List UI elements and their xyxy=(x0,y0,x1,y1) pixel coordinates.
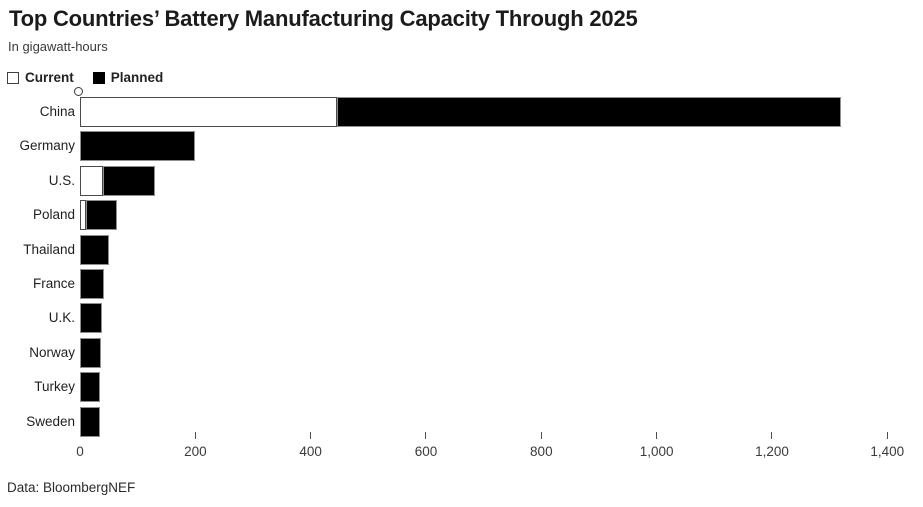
bar-planned-sweden[interactable] xyxy=(80,406,100,437)
category-label-uk: U.K. xyxy=(48,310,75,326)
legend-label-planned: Planned xyxy=(110,70,164,85)
category-label-thailand: Thailand xyxy=(23,241,75,257)
bar-planned-us[interactable] xyxy=(103,165,155,196)
bar-current-china[interactable] xyxy=(80,97,337,127)
legend-label-current: Current xyxy=(25,70,74,85)
current-swatch-icon xyxy=(7,71,19,84)
x-tick-mark-800 xyxy=(540,432,542,439)
source-note: Data: BloombergNEF xyxy=(7,480,136,495)
bar-planned-norway[interactable] xyxy=(80,337,101,368)
bar-planned-turkey[interactable] xyxy=(80,372,101,403)
legend-item-current[interactable]: Current xyxy=(7,70,74,85)
category-label-turkey: Turkey xyxy=(34,379,75,395)
category-label-norway: Norway xyxy=(29,344,75,360)
chart-title: Top Countries’ Battery Manufacturing Cap… xyxy=(9,6,638,31)
x-tick-mark-200 xyxy=(194,432,196,439)
x-tick-label-800: 800 xyxy=(530,444,553,459)
x-tick-mark-1200 xyxy=(771,432,773,439)
category-label-us: U.S. xyxy=(48,172,75,188)
bar-planned-thailand[interactable] xyxy=(80,234,109,265)
bar-planned-china[interactable] xyxy=(336,97,842,127)
planned-swatch-icon xyxy=(92,71,105,84)
x-tick-label-1000: 1,000 xyxy=(639,444,674,459)
legend: Current Planned xyxy=(7,70,163,85)
x-tick-mark-600 xyxy=(425,432,427,439)
x-tick-label-1400: 1,400 xyxy=(870,444,905,459)
x-tick-mark-400 xyxy=(310,432,312,439)
bar-planned-poland[interactable] xyxy=(85,200,118,231)
x-tick-label-400: 400 xyxy=(299,444,322,459)
chart-subtitle: In gigawatt-hours xyxy=(8,39,108,54)
bar-planned-france[interactable] xyxy=(80,269,104,299)
category-label-poland: Poland xyxy=(32,207,75,223)
bar-current-poland[interactable] xyxy=(80,200,86,231)
category-label-china: China xyxy=(39,104,75,119)
category-label-sweden: Sweden xyxy=(26,413,75,429)
x-tick-label-200: 200 xyxy=(184,444,207,459)
bar-planned-germany[interactable] xyxy=(80,131,196,162)
bar-current-us[interactable] xyxy=(80,165,104,196)
x-tick-label-1200: 1,200 xyxy=(755,444,789,459)
x-tick-mark-1400 xyxy=(886,432,888,439)
legend-item-planned[interactable]: Planned xyxy=(92,70,164,85)
x-tick-label-600: 600 xyxy=(414,444,438,459)
drag-handle-icon[interactable] xyxy=(74,87,83,96)
x-tick-label-0: 0 xyxy=(76,444,84,459)
category-label-germany: Germany xyxy=(19,138,75,154)
bar-planned-uk[interactable] xyxy=(80,303,102,334)
category-label-france: France xyxy=(32,276,75,291)
x-tick-mark-1000 xyxy=(656,432,658,439)
